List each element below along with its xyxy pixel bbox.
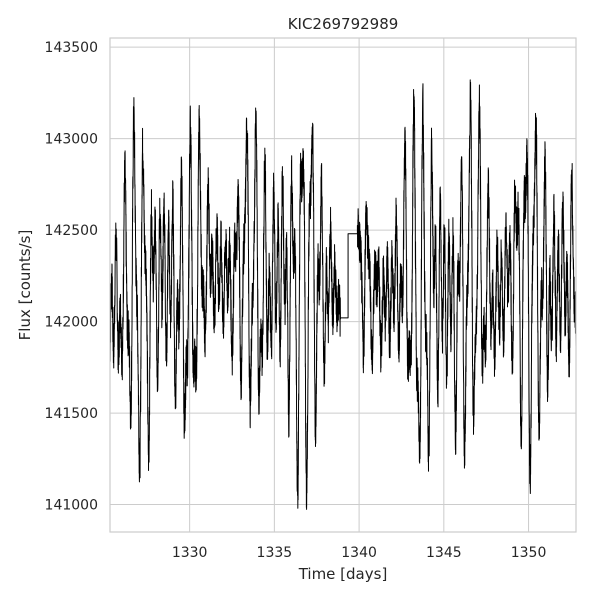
y-ticks: 141000 141500 142000 142500 143000 143500 [45,40,98,513]
x-tick-label: 1330 [172,545,208,561]
y-axis-label: Flux [counts/s] [16,230,34,341]
plot-area [109,79,577,510]
flux-series-line [109,79,577,510]
y-tick-label: 143000 [45,132,98,148]
x-tick-label: 1335 [257,545,293,561]
y-tick-label: 143500 [45,40,98,56]
y-tick-label: 141000 [45,498,98,514]
y-tick-label: 142500 [45,223,98,239]
x-tick-label: 1340 [341,545,377,561]
x-ticks: 1330 1335 1340 1345 1350 [172,545,547,561]
chart-title: KIC269792989 [288,15,399,33]
y-tick-label: 142000 [45,315,98,331]
plot-frame [109,37,577,533]
y-tick-label: 141500 [45,406,98,422]
x-tick-label: 1345 [426,545,462,561]
x-axis-label: Time [days] [298,565,388,583]
x-tick-label: 1350 [511,545,547,561]
